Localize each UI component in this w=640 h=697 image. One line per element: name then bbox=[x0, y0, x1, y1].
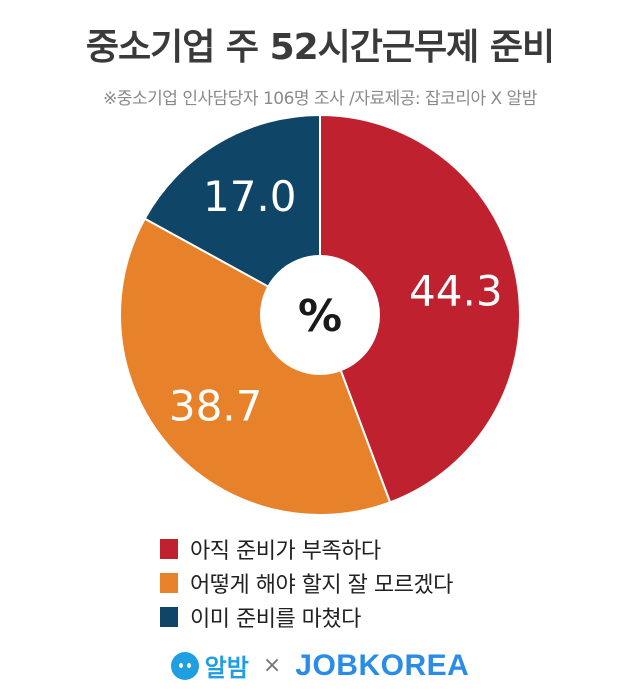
pie-slice-not-ready bbox=[319, 113, 521, 504]
logo-separator: × bbox=[262, 653, 282, 678]
albamon-face-icon bbox=[170, 651, 199, 680]
legend-item-unsure: 어떻게 해야 할지 잘 모르겠다 bbox=[160, 566, 453, 600]
albamon-logo-text: 알밤 bbox=[204, 654, 249, 682]
legend-swatch-not-ready bbox=[160, 539, 178, 559]
donut-center-hole bbox=[260, 255, 380, 375]
data-label-ready: 17.0 bbox=[203, 172, 297, 221]
center-label: % bbox=[298, 291, 342, 342]
legend-label-not-ready: 아직 준비가 부족하다 bbox=[190, 539, 381, 564]
footer-logos: 알밤 × JOBKOREA bbox=[0, 648, 640, 683]
legend-item-not-ready: 아직 준비가 부족하다 bbox=[160, 532, 453, 566]
jobkorea-logo: JOBKOREA bbox=[295, 648, 470, 682]
pie-slice-ready bbox=[143, 113, 321, 317]
legend-swatch-unsure bbox=[160, 573, 178, 593]
albamon-logo: 알밤 bbox=[170, 648, 249, 683]
legend-label-ready: 이미 준비를 마쳤다 bbox=[190, 607, 361, 632]
legend-label-unsure: 어떻게 해야 할지 잘 모르겠다 bbox=[190, 573, 453, 598]
legend-item-ready: 이미 준비를 마쳤다 bbox=[160, 600, 453, 634]
legend: 아직 준비가 부족하다 어떻게 해야 할지 잘 모르겠다 이미 준비를 마쳤다 bbox=[160, 532, 453, 634]
chart-subtitle: ※중소기업 인사담당자 106명 조사 /자료제공: 잡코리아 X 알밤 bbox=[103, 89, 537, 109]
chart-title: 중소기업 주 52시간근무제 준비 bbox=[85, 27, 555, 68]
legend-swatch-ready bbox=[160, 607, 178, 627]
pie-slice-unsure bbox=[119, 217, 392, 516]
data-label-not-ready: 44.3 bbox=[409, 266, 503, 315]
data-label-unsure: 38.7 bbox=[169, 381, 263, 430]
